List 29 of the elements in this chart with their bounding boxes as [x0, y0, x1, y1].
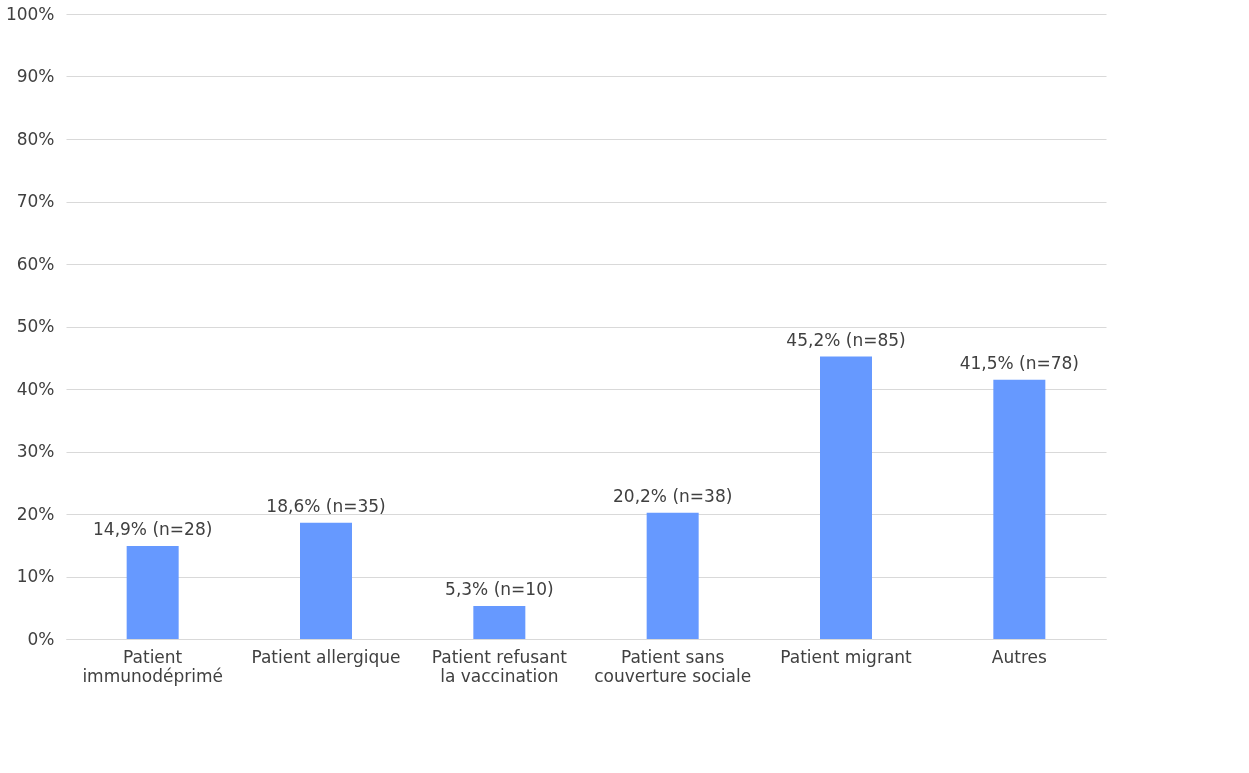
y-tick-label: 0% — [27, 628, 55, 649]
y-tick-label: 30% — [16, 441, 55, 461]
x-tick-label: Patient refusant la vaccination — [431, 646, 568, 686]
y-tick-label: 50% — [16, 316, 55, 336]
x-tick-label: Autres — [991, 646, 1047, 667]
data-label: 41,5% (n=78) — [959, 352, 1079, 373]
bar — [300, 522, 352, 639]
data-label: 5,3% (n=10) — [445, 578, 554, 599]
y-tick-label: 20% — [16, 503, 55, 524]
x-tick-label: Patient migrant — [780, 646, 913, 667]
y-tick-label: 100% — [5, 3, 55, 24]
data-label: 18,6% (n=35) — [266, 495, 386, 516]
x-tick-label: Patient allergique — [251, 646, 401, 667]
bar — [473, 605, 526, 639]
data-label: 14,9% (n=28) — [93, 518, 213, 539]
data-label: 45,2% (n=85) — [786, 329, 906, 350]
x-tick-label: Patient sans couverture sociale — [594, 646, 752, 686]
data-label: 20,2% (n=38) — [613, 485, 733, 506]
x-tick-label: Patient immunodéprimé — [82, 646, 223, 686]
bar — [820, 356, 872, 639]
y-tick-label: 80% — [16, 128, 55, 149]
bar — [993, 379, 1046, 639]
y-tick-label: 70% — [16, 191, 55, 211]
bar — [126, 545, 179, 639]
y-tick-label: 90% — [16, 66, 55, 86]
y-tick-label: 10% — [16, 566, 55, 586]
bar — [646, 512, 699, 639]
y-tick-label: 60% — [16, 253, 55, 274]
y-tick-label: 40% — [16, 378, 55, 399]
